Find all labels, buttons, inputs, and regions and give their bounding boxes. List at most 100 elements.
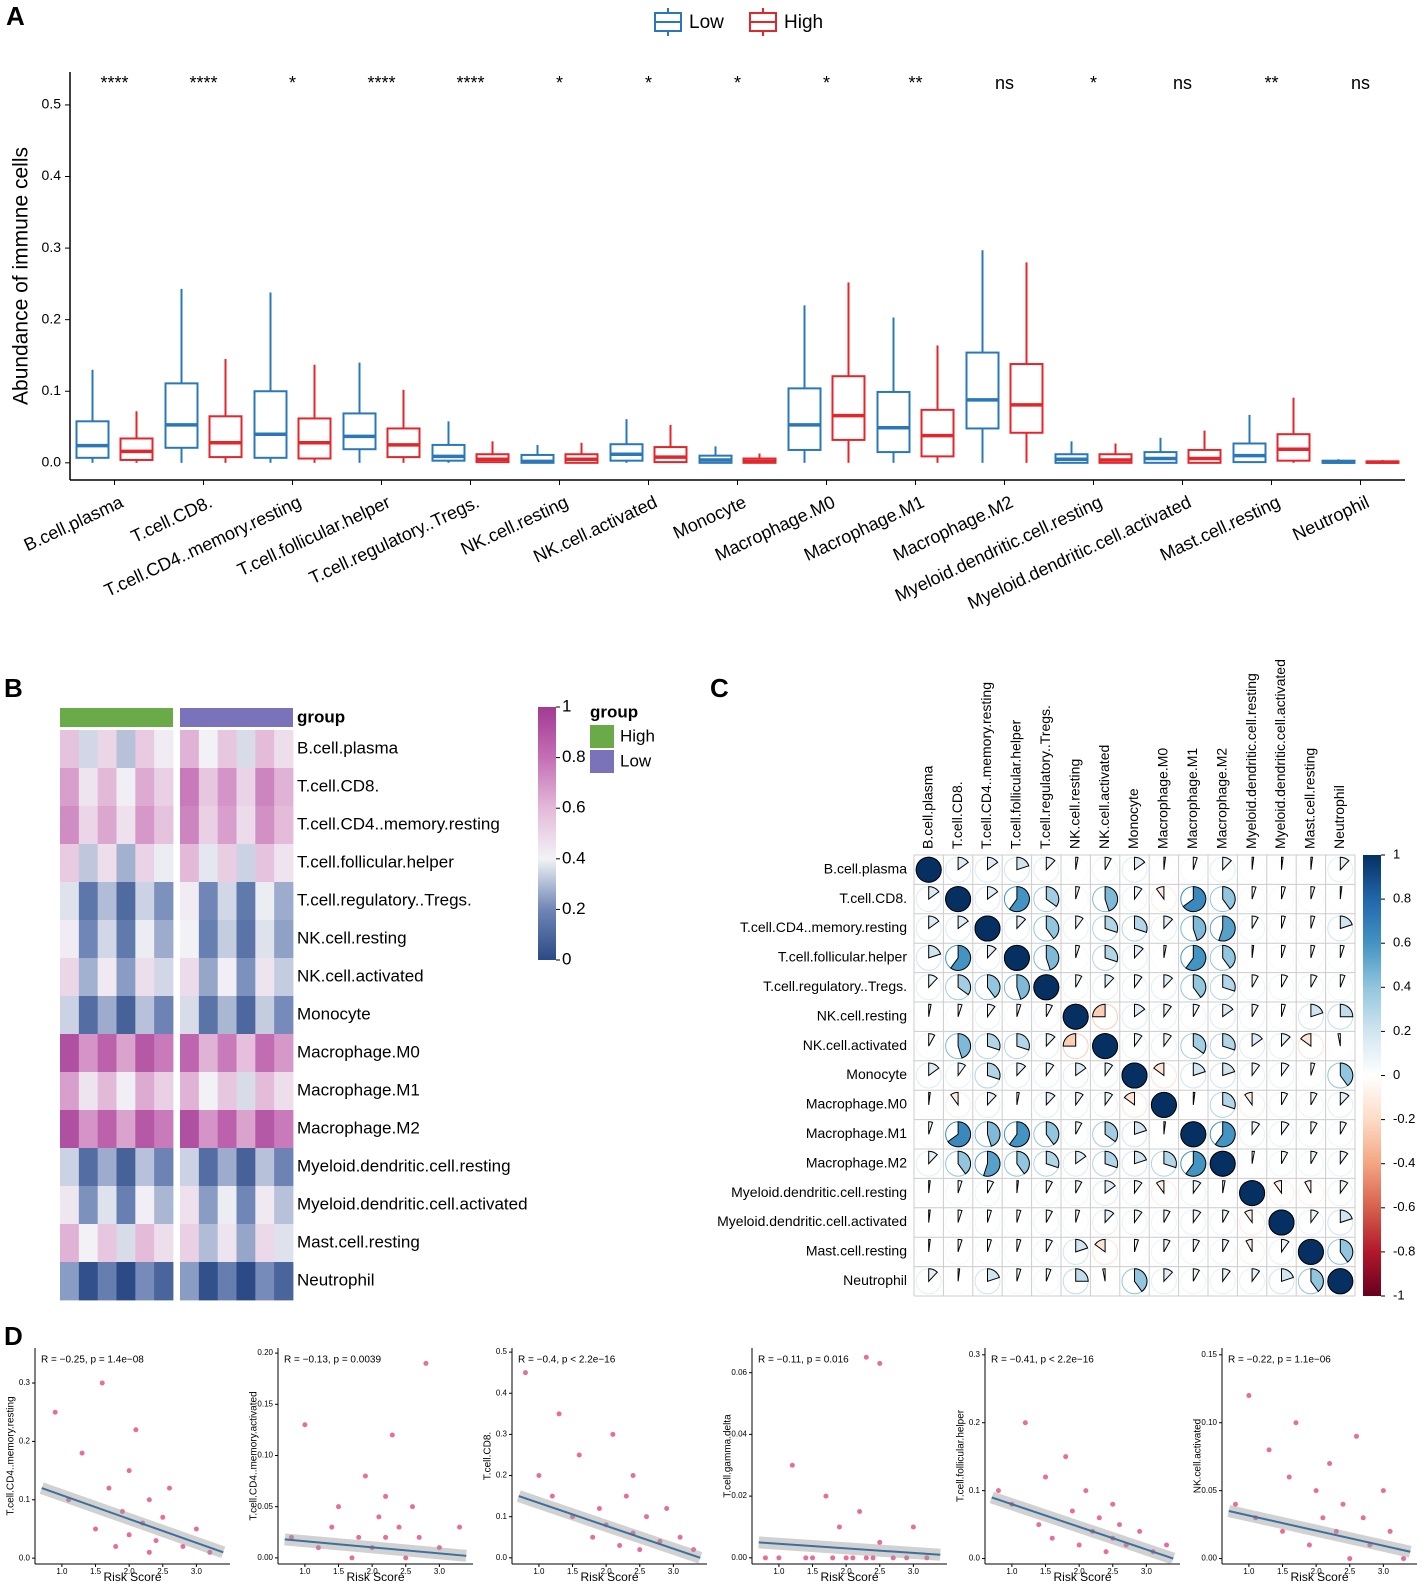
y-tick-label: 0.2 [496,1471,508,1480]
x-tick-label: 1.5 [1277,1567,1289,1576]
heatmap-cell [116,1262,136,1301]
point [356,1534,362,1540]
heatmap-cell [180,730,200,769]
colorbar-label: 1 [562,696,571,715]
fit-line [758,1541,941,1556]
pie [1310,1150,1318,1164]
significance: ** [1264,73,1278,93]
pie [957,1033,972,1059]
pie [1075,974,1083,988]
pie [1094,1238,1106,1253]
heatmap-cell [135,996,155,1035]
pie [1281,1062,1290,1078]
pie [1281,1121,1290,1136]
heatmap-cell [78,1262,99,1301]
heatmap-cell [78,1110,99,1149]
heatmap-cell [236,1034,256,1073]
pie [1163,974,1174,989]
heatmap-cell [255,806,275,845]
pie [1092,1003,1106,1018]
box [75,420,110,459]
pie [1016,1268,1022,1282]
pie [1163,1209,1171,1223]
pie [1075,944,1081,959]
x-tick-label: 1.0 [56,1567,68,1576]
pie [1075,1121,1083,1135]
pie [987,1003,996,1019]
pie [1134,886,1143,901]
legend-swatch [590,750,614,773]
fit-line [518,1495,701,1559]
pie [1222,1003,1234,1018]
pie [1337,1033,1341,1047]
heatmap-cell [236,844,256,883]
heatmap-cell [78,1034,99,1073]
y-tick-label: 0.00 [257,1553,273,1562]
x-tick-label: 1.5 [333,1567,345,1576]
row-label: T.cell.regulatory..Tregs. [297,890,472,909]
heatmap-cell [154,882,174,921]
box [965,351,1000,430]
point [1401,1556,1407,1562]
legend-swatch [590,725,614,748]
panel-label: A [6,1,25,31]
y-tick-label: 0.1 [969,1486,981,1495]
heatmap-cell [217,768,237,807]
pie [1310,1091,1318,1106]
heatmap-cell [255,1186,275,1225]
point [146,1497,152,1503]
pie [928,915,940,930]
pie [983,1150,1001,1177]
heatmap-cell [135,1224,155,1263]
significance: **** [456,73,484,93]
heatmap-cell [60,1186,80,1225]
heatmap-cell [217,920,237,959]
point [1069,1508,1075,1514]
panel-label: D [4,1321,23,1351]
pie [1281,915,1286,929]
point [113,1543,119,1549]
row-label: Macrophage.M1 [806,1125,907,1141]
row-label: Myeloid.dendritic.cell.activated [717,1213,907,1229]
heatmap-cell [274,806,294,845]
point [870,1555,876,1561]
y-tick-label: 0.2 [19,1437,31,1446]
pie [1192,1033,1207,1055]
point [416,1534,422,1540]
y-tick-label: 0.20 [257,1348,273,1357]
point [1049,1535,1055,1541]
pie [950,1091,959,1107]
heatmap-cell [60,1034,80,1073]
pie [1268,1209,1295,1236]
point [336,1504,342,1510]
pie [1339,856,1350,871]
point [403,1555,409,1561]
heatmap-cell [198,768,219,807]
colorbar-label: 0.2 [1393,1023,1411,1038]
column-label: Neutrophil [1331,785,1347,849]
pie [987,1238,992,1253]
legend-label: High [620,726,655,745]
heatmap-cell [60,882,80,921]
point [1043,1474,1049,1480]
point [329,1524,335,1530]
heatmap-cell [116,1072,136,1111]
point [436,1545,442,1551]
pie [1251,856,1255,870]
heatmap-cell [255,920,275,959]
x-tick-label: 1.5 [567,1567,579,1576]
heatmap-cell [180,1034,200,1073]
heatmap-cell [78,1186,99,1225]
heatmap-cell [274,996,294,1035]
box [1187,448,1222,464]
heatmap-cell [236,882,256,921]
pie [1045,1180,1053,1194]
pie [928,1033,936,1047]
pie [1134,1003,1146,1018]
heatmap-cell [274,1110,294,1149]
box [1232,442,1267,464]
point [810,1555,816,1561]
y-tick-label: 0.5 [496,1347,508,1356]
pie [1192,915,1207,942]
heatmap-cell [274,1034,294,1073]
